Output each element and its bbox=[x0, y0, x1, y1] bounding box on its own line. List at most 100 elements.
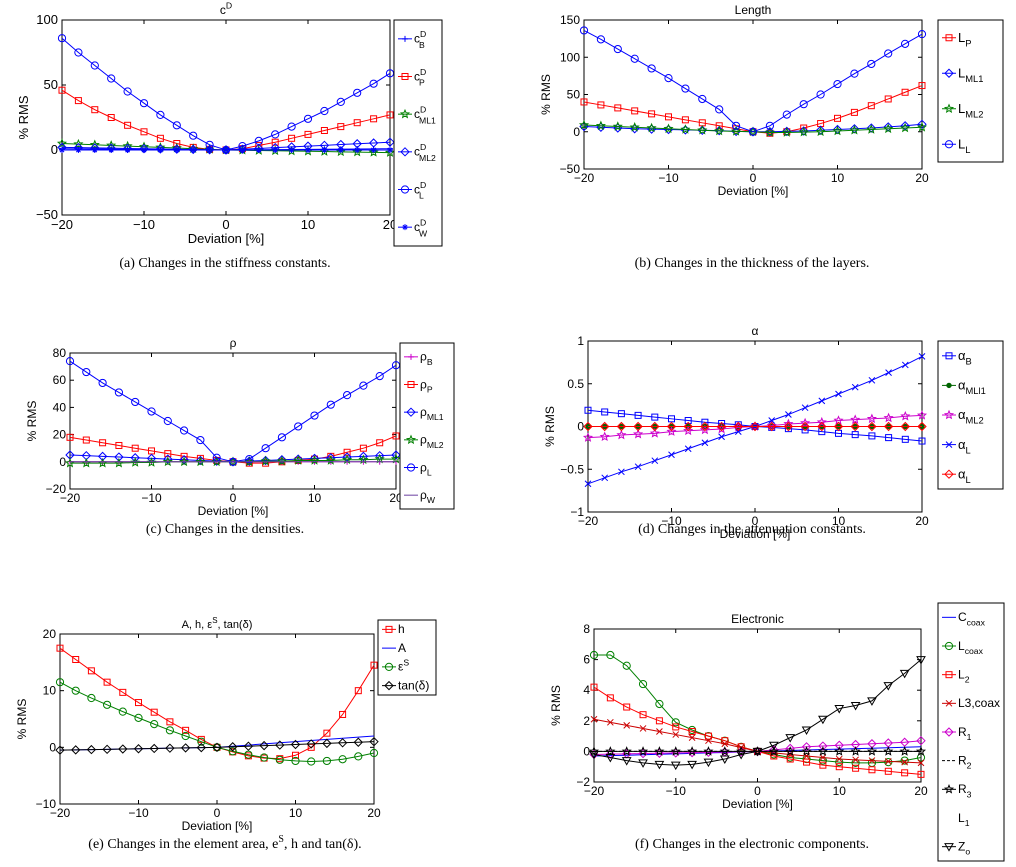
data-point bbox=[173, 140, 181, 147]
data-point bbox=[646, 122, 657, 133]
data-point bbox=[223, 147, 229, 153]
data-point bbox=[87, 667, 95, 675]
data-point bbox=[621, 757, 632, 766]
y-tick-label: 0 bbox=[49, 740, 56, 754]
legend-entry: R2 bbox=[958, 753, 972, 770]
y-axis-label: % RMS bbox=[25, 401, 39, 442]
data-point bbox=[147, 407, 156, 416]
chart-caption: (b) Changes in the thickness of the laye… bbox=[635, 256, 870, 271]
data-point bbox=[801, 742, 812, 752]
x-tick-label: 10 bbox=[831, 171, 845, 185]
data-point bbox=[390, 453, 402, 464]
data-point bbox=[900, 421, 911, 432]
data-point bbox=[56, 138, 68, 148]
data-point bbox=[798, 126, 809, 137]
y-axis-label: % RMS bbox=[539, 74, 553, 115]
data-point bbox=[150, 708, 158, 716]
data-point bbox=[369, 79, 378, 88]
legend-marker bbox=[400, 147, 410, 157]
data-point bbox=[621, 746, 632, 756]
data-point bbox=[102, 744, 112, 755]
y-tick-label: 0 bbox=[51, 142, 58, 157]
data-point bbox=[195, 456, 206, 467]
legend-entry: ρP bbox=[420, 377, 433, 394]
data-point bbox=[884, 767, 892, 775]
data-point bbox=[750, 421, 760, 432]
data-point bbox=[901, 361, 909, 369]
legend-entry: Lcoax bbox=[958, 639, 984, 656]
data-point bbox=[917, 770, 925, 778]
data-point bbox=[134, 713, 143, 722]
data-point bbox=[59, 147, 65, 153]
data-point bbox=[272, 147, 279, 153]
data-point bbox=[72, 656, 80, 663]
chart-b: −20 −10 0 10 20 −50 0 50 100 150 Deviation [%] % RM… bbox=[539, 3, 1004, 271]
data-point bbox=[89, 139, 100, 150]
data-point bbox=[293, 454, 303, 464]
legend-entry: ρL bbox=[420, 460, 432, 477]
data-point bbox=[58, 86, 66, 94]
data-point bbox=[734, 428, 742, 435]
data-point bbox=[305, 147, 311, 153]
data-point bbox=[868, 432, 876, 440]
x-tick-label: −20 bbox=[574, 171, 595, 185]
data-point bbox=[782, 110, 791, 119]
data-point bbox=[165, 743, 175, 753]
data-point bbox=[833, 421, 844, 432]
data-point bbox=[82, 436, 90, 444]
data-point bbox=[605, 749, 616, 759]
legend-entry: αMLl1 bbox=[958, 378, 986, 397]
y-tick-label: 20 bbox=[43, 627, 57, 641]
data-point bbox=[245, 454, 254, 464]
legend-marker bbox=[407, 381, 415, 388]
data-point bbox=[124, 121, 132, 129]
legend-marker bbox=[944, 843, 954, 852]
legend-entry: αB bbox=[958, 348, 972, 367]
data-point bbox=[123, 87, 132, 96]
data-point bbox=[370, 115, 378, 123]
data-point bbox=[606, 718, 614, 726]
data-point bbox=[801, 746, 812, 756]
data-point bbox=[606, 694, 614, 702]
data-point bbox=[601, 408, 609, 416]
x-tick-label: 20 bbox=[914, 784, 928, 798]
y-tick-label: 50 bbox=[567, 88, 581, 102]
y-tick-label: 50 bbox=[44, 77, 58, 92]
legend-marker bbox=[385, 625, 393, 633]
data-point bbox=[66, 433, 74, 441]
data-point bbox=[353, 119, 361, 127]
data-point bbox=[714, 125, 725, 136]
y-tick-label: −10 bbox=[36, 797, 57, 811]
data-point bbox=[287, 122, 296, 131]
data-point bbox=[736, 750, 747, 760]
data-point bbox=[304, 130, 312, 138]
data-point bbox=[766, 420, 777, 430]
data-point bbox=[320, 106, 329, 116]
data-point bbox=[917, 759, 925, 767]
data-point bbox=[884, 95, 892, 103]
data-point bbox=[239, 147, 246, 153]
data-point bbox=[851, 383, 859, 391]
data-point bbox=[817, 421, 827, 432]
legend-marker bbox=[944, 727, 954, 737]
legend-marker bbox=[945, 441, 953, 448]
data-point bbox=[156, 134, 164, 142]
data-point bbox=[197, 737, 206, 746]
x-tick-label: −20 bbox=[50, 806, 71, 820]
data-point bbox=[818, 741, 828, 751]
data-point bbox=[883, 746, 894, 756]
legend-entry: cD ML1 bbox=[414, 105, 436, 126]
data-point bbox=[141, 147, 147, 153]
data-point bbox=[687, 746, 698, 756]
data-point bbox=[140, 128, 148, 136]
legend-marker bbox=[945, 352, 953, 360]
data-point bbox=[867, 59, 876, 69]
data-point bbox=[255, 147, 262, 153]
data-point bbox=[606, 650, 615, 660]
data-point bbox=[277, 455, 287, 465]
x-tick-label: 0 bbox=[214, 806, 221, 820]
data-point bbox=[916, 735, 926, 746]
